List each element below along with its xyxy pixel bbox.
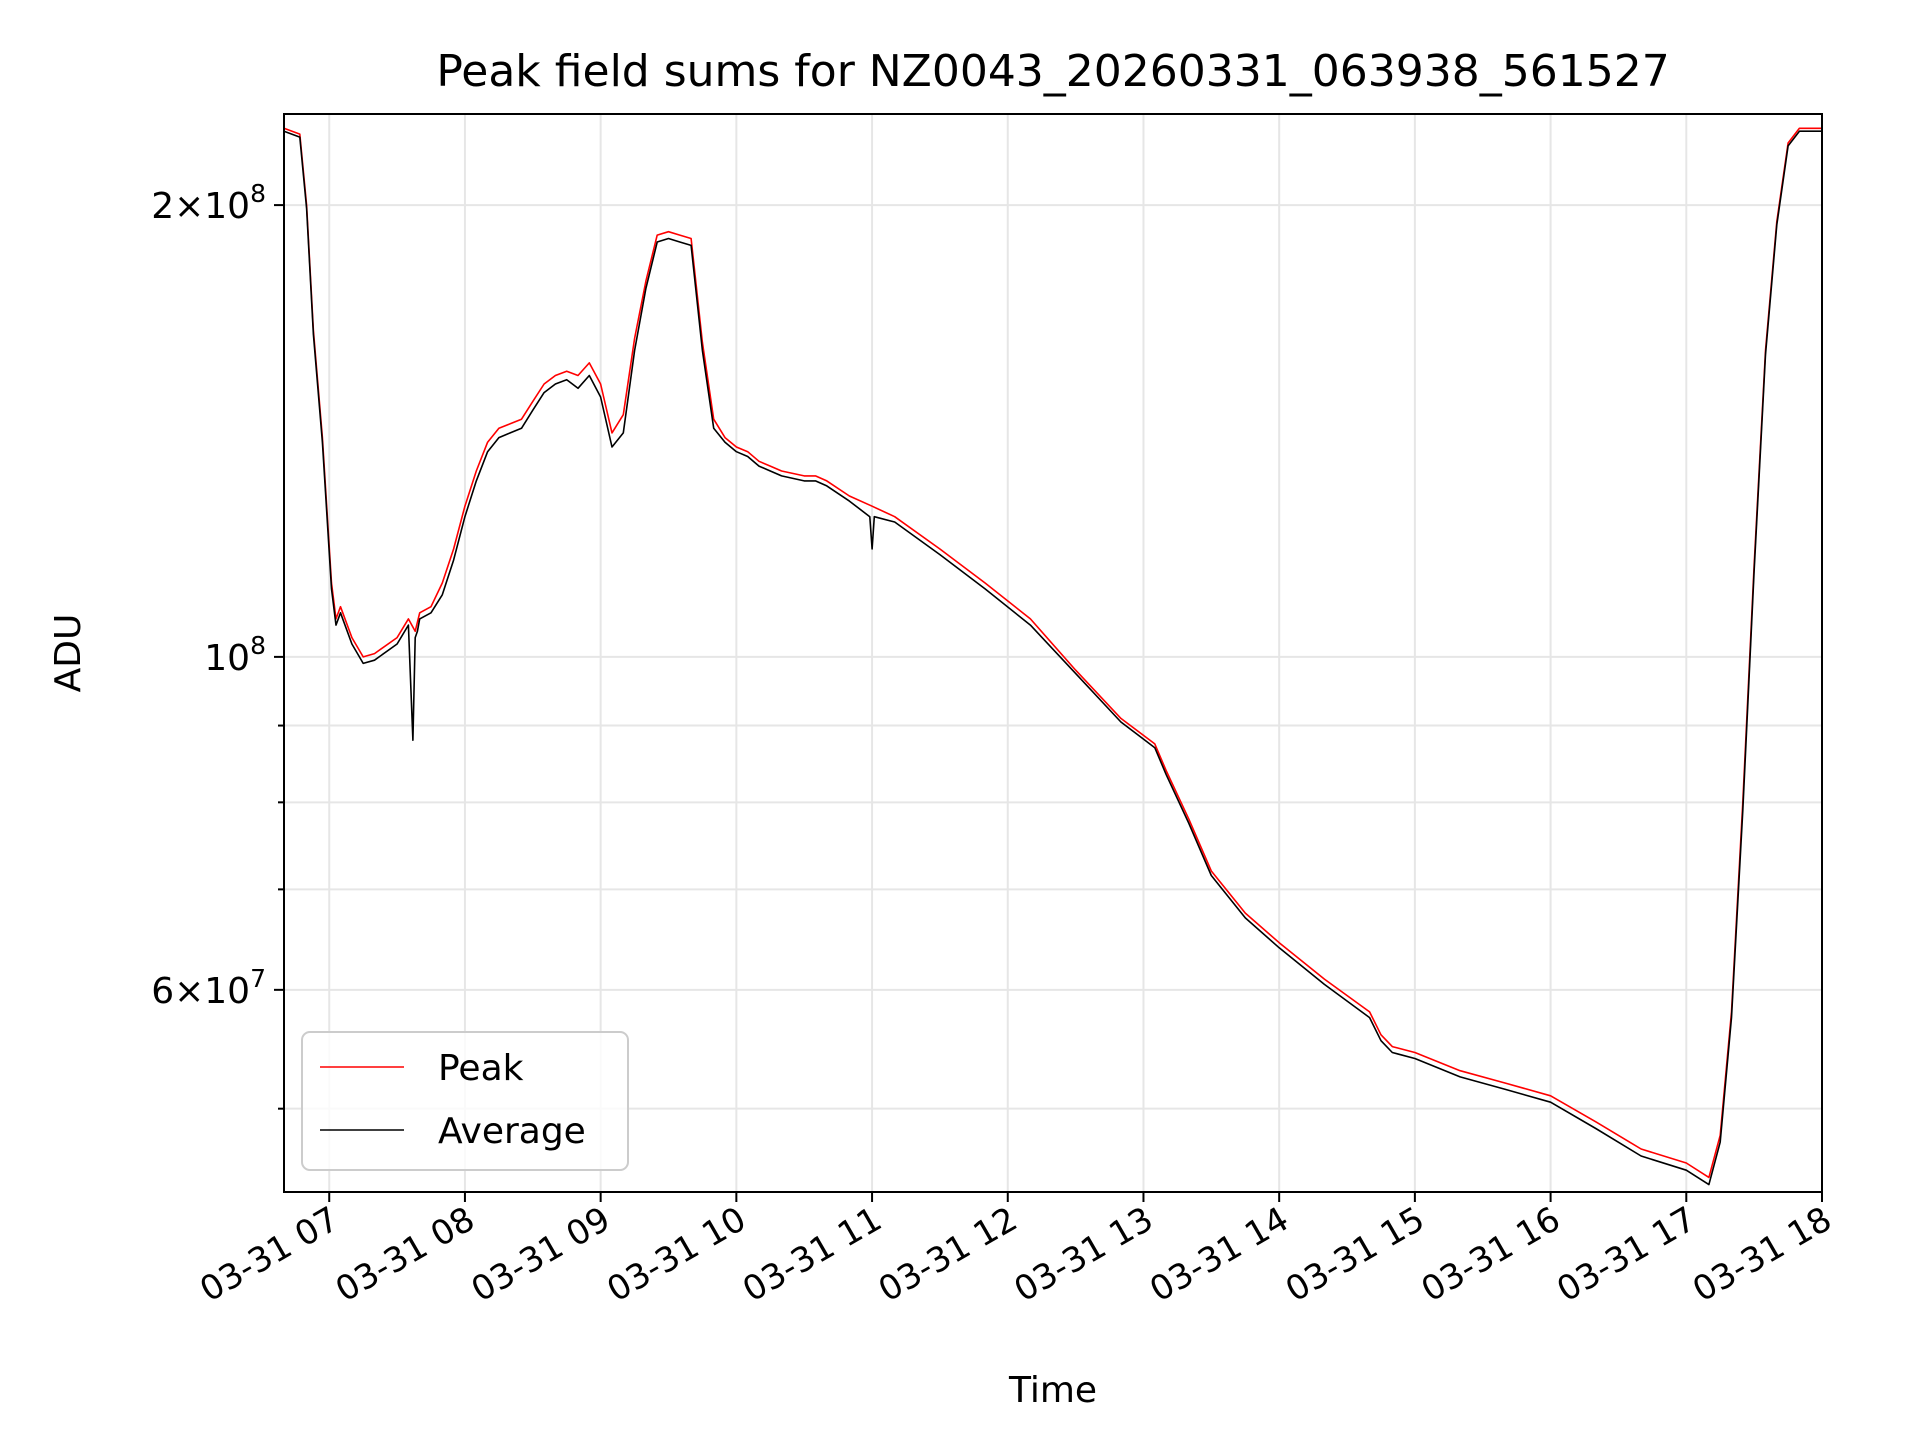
series-lines: [283, 127, 1822, 1186]
y-tick-label: 6×107: [151, 964, 266, 1012]
legend: Peak Average: [301, 1031, 629, 1171]
x-axis-label: Time: [1008, 1370, 1097, 1411]
series-line-peak: [283, 127, 1822, 1179]
plot-frame: [283, 113, 1823, 1193]
series-line-average: [283, 130, 1822, 1186]
chart-title: Peak field sums for NZ0043_20260331_0639…: [436, 46, 1669, 97]
y-tick-label: 2×108: [151, 179, 266, 227]
grid: [284, 114, 1823, 1192]
y-axis: 2×108 108 6×107: [151, 179, 284, 1110]
legend-label-average: Average: [438, 1111, 586, 1152]
legend-label-peak: Peak: [438, 1048, 524, 1089]
y-tick-label: 108: [204, 631, 266, 679]
y-axis-label: ADU: [48, 614, 89, 693]
